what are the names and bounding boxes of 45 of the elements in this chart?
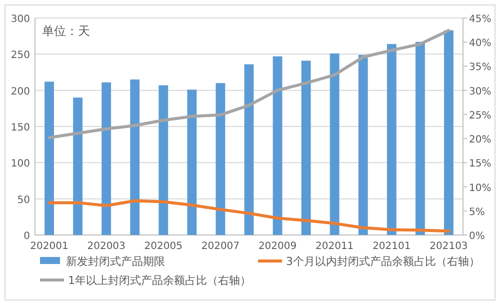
bar [330,53,340,235]
legend-label: 3个月以内封闭式产品余额占比（右轴） [286,255,480,268]
y-tick-label: 0 [24,231,30,242]
legend-label: 1年以上封闭式产品余额占比（右轴） [68,274,251,287]
y-tick-label: 100 [10,158,30,170]
bar [301,60,311,235]
y2-tick-label: 25% [469,110,492,122]
y-tick-label: 200 [10,86,30,98]
y2-tick-label: 0% [469,231,485,242]
bar [244,64,254,235]
x-tick-label: 202101 [372,241,411,252]
y2-tick-label: 20% [469,134,492,146]
x-tick-label: 202009 [258,241,297,252]
x-tick-label: 202103 [430,241,468,252]
y2-tick-label: 15% [469,158,492,170]
y-tick-label: 300 [10,14,30,25]
y-tick-label: 250 [10,50,30,62]
bar [415,42,425,235]
bar [158,85,168,235]
bar [102,82,112,235]
legend-label: 新发封闭式产品期限 [66,255,165,268]
x-tick-label: 202001 [30,241,68,252]
x-tick-label: 202003 [87,241,126,252]
bar [358,54,368,235]
line-series [48,199,450,233]
y2-tick-label: 40% [469,38,492,50]
bar [73,98,83,235]
y2-tick-label: 30% [469,86,492,98]
bar [386,44,396,235]
bar [187,90,197,235]
annotation: 单位：天 [42,24,90,38]
x-tick-label: 202011 [316,241,354,252]
bar [130,79,140,235]
y2-tick-label: 45% [469,14,492,25]
y2-tick-label: 5% [469,206,485,218]
bar [444,30,454,235]
x-tick-label: 202005 [144,241,182,252]
y2-tick-label: 35% [469,62,492,74]
bar [44,82,54,235]
y-tick-label: 150 [10,122,30,134]
y-tick-label: 50 [17,194,30,206]
bar [272,56,282,235]
bar [216,83,226,235]
y2-tick-label: 10% [469,182,492,194]
x-tick-label: 202007 [201,241,240,252]
